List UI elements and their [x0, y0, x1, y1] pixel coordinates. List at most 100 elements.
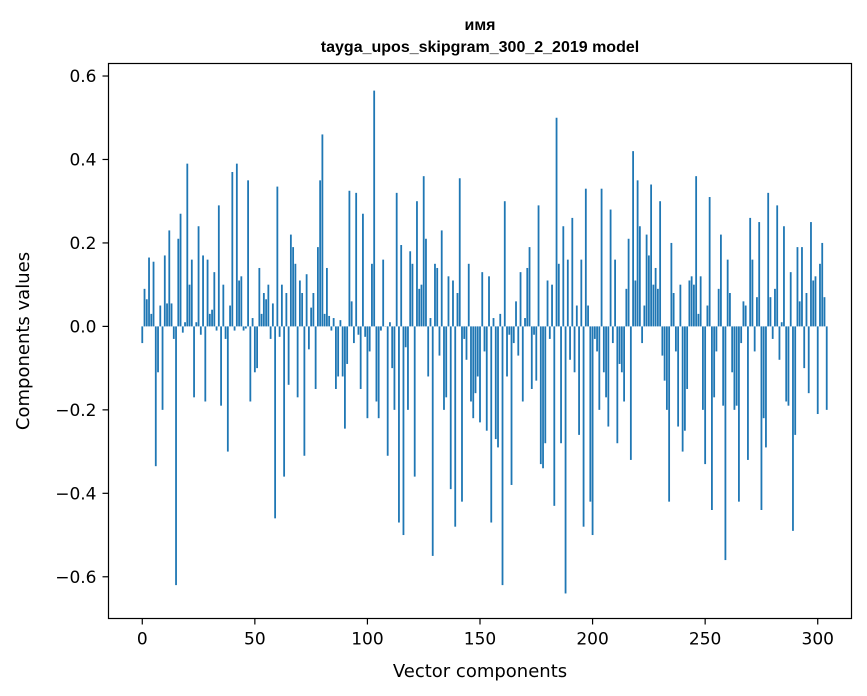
bar	[431, 326, 434, 556]
bar	[339, 320, 342, 327]
bar	[350, 301, 353, 327]
bar	[560, 326, 562, 444]
bar	[665, 326, 668, 410]
bar	[596, 326, 598, 352]
bar	[503, 201, 506, 327]
bar	[260, 313, 263, 327]
bar	[593, 326, 596, 339]
bar	[668, 326, 671, 502]
bar	[587, 305, 589, 327]
y-tick-label: −0.2	[55, 401, 96, 421]
bar	[425, 238, 427, 327]
bar	[819, 263, 821, 327]
bar	[756, 297, 758, 327]
bar	[821, 242, 824, 327]
bar	[206, 259, 209, 327]
bar	[711, 326, 713, 510]
bar	[600, 188, 603, 327]
bar	[706, 305, 709, 327]
bar	[778, 326, 781, 360]
bar	[371, 263, 373, 327]
bar	[521, 326, 524, 402]
bar	[733, 326, 736, 410]
bar	[429, 318, 432, 327]
bar	[542, 326, 544, 469]
bar	[510, 326, 513, 485]
bar	[731, 326, 734, 373]
x-tick-label: 250	[689, 630, 721, 650]
bar	[677, 326, 680, 427]
bar	[368, 326, 371, 352]
bar	[481, 272, 484, 327]
bar	[681, 326, 684, 452]
chart-title: имя	[464, 17, 495, 34]
bar	[767, 192, 770, 327]
bar	[271, 303, 274, 327]
bar	[193, 326, 195, 398]
bar	[461, 326, 463, 502]
bar	[638, 226, 641, 327]
bar	[377, 326, 380, 419]
bar	[614, 259, 616, 327]
bar	[310, 307, 313, 327]
bar	[436, 267, 439, 327]
bar	[699, 276, 702, 327]
bar	[456, 293, 459, 327]
bar	[656, 288, 659, 327]
bar	[645, 234, 648, 327]
bar	[497, 326, 499, 448]
bar	[267, 284, 270, 327]
bar	[213, 272, 216, 327]
bar	[380, 326, 382, 331]
bar	[575, 305, 578, 327]
bar	[611, 326, 614, 344]
bar	[303, 326, 306, 456]
bar	[573, 326, 576, 373]
bar	[211, 309, 213, 327]
chart-subtitle: tayga_upos_skipgram_300_2_2019 model	[321, 39, 639, 56]
bar	[344, 326, 346, 429]
y-tick-label: 0.0	[69, 317, 96, 337]
bar	[168, 230, 171, 327]
bar	[796, 247, 799, 327]
bar	[217, 205, 220, 327]
bar	[258, 267, 261, 327]
bar	[269, 326, 272, 339]
bar	[407, 326, 409, 410]
bar	[726, 259, 729, 327]
bar	[533, 326, 535, 335]
bar	[411, 263, 414, 327]
bar	[362, 213, 364, 327]
bar	[276, 186, 279, 327]
bar	[663, 326, 666, 381]
bar	[557, 263, 560, 327]
bar	[704, 326, 707, 465]
bar	[749, 217, 752, 327]
bar	[692, 284, 695, 327]
bar	[722, 326, 725, 406]
bar	[249, 326, 252, 402]
bar	[659, 201, 662, 327]
bar	[287, 326, 290, 385]
bar	[215, 326, 218, 331]
bar	[688, 280, 691, 327]
x-tick-label: 200	[576, 630, 608, 650]
bar	[483, 326, 486, 352]
plot-frame	[107, 62, 853, 620]
bar	[607, 326, 610, 427]
bar	[616, 326, 619, 444]
bar	[810, 222, 812, 327]
bar	[463, 326, 466, 339]
bar	[650, 184, 653, 327]
bar	[474, 326, 477, 394]
bar	[337, 326, 340, 377]
bar	[341, 326, 344, 377]
bar	[285, 293, 288, 327]
bar	[409, 251, 412, 327]
bar	[708, 197, 711, 327]
bar	[798, 301, 801, 327]
bar	[447, 276, 450, 327]
bar	[636, 180, 639, 327]
bar	[801, 247, 803, 327]
bar	[683, 326, 686, 431]
